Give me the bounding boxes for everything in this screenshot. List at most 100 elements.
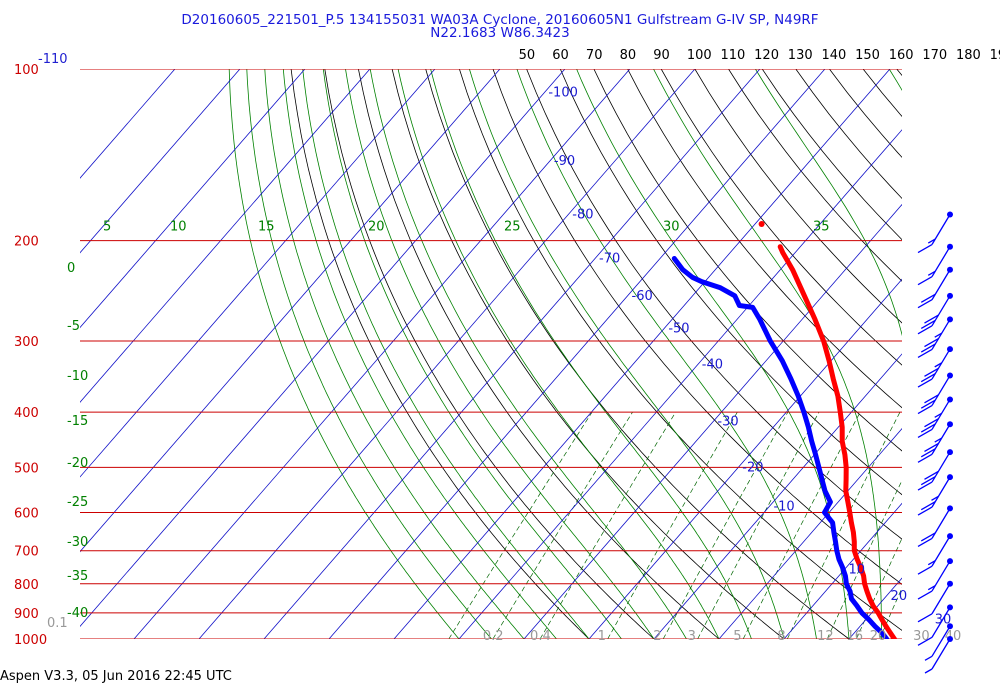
theta-corner-label: -110 [38,52,68,67]
wind-barb-feather [934,412,943,418]
isotherm-label: -80 [572,208,593,223]
mixing-ratio-label: 12 [817,629,834,644]
dry-adiabat-line [862,69,902,117]
wind-barb-feather [917,378,933,388]
isotherm-label: 10 [849,562,866,577]
isotherm-label: -90 [554,154,575,169]
isotherm-label: -60 [632,289,653,304]
wind-barb-feather [924,668,933,674]
moist-label-top: 15 [258,220,275,235]
wind-barb [917,396,953,439]
wind-barbs [917,211,953,674]
wind-barb [917,505,953,547]
moist-label-left: -15 [67,414,88,429]
mixing-ratio-label: 1 [598,629,606,644]
theta-tick-label: 120 [754,48,779,63]
isotherm-line [718,428,902,639]
wind-barb-dot [947,372,953,379]
temperature-isolated-point [758,220,765,227]
theta-tick-label: 170 [922,48,947,63]
dry-adiabat-line [459,69,902,631]
isotherm-line [80,69,306,329]
dry-adiabat-line [627,69,902,409]
wind-barb-dot [947,421,953,428]
pressure-tick-label: 300 [14,335,39,350]
dry-adiabat-line [896,69,902,76]
theta-tick-label: 60 [552,48,569,63]
dry-adiabat-line [425,69,850,639]
mixing-ratio-line [448,412,593,639]
wind-barb-dot [947,505,953,512]
wind-barb-feather [917,428,933,439]
moist-label-top: 5 [103,220,111,235]
mixing-ratio-label: 0.1 [47,616,68,631]
wind-barb [917,316,953,358]
wind-barb-dot [947,316,953,323]
dry-adiabat-line [358,69,720,639]
moist-adiabat-line [888,69,902,91]
moist-adiabat-line [322,69,622,639]
wind-barb-feather [920,423,936,433]
wind-barb-feather [920,501,936,511]
dry-adiabat-line [324,69,655,639]
isotherm-line [914,69,1000,639]
wind-barb-feather [924,655,933,661]
isotherm-label: -70 [599,251,620,266]
wind-barb-feather [927,560,936,566]
wind-barb-feather [924,470,939,480]
isotherm-line [80,69,241,254]
wind-barb [917,533,953,575]
isotherm-line [393,69,891,639]
dry-adiabat-line [559,69,902,496]
mixing-ratio-line [697,412,820,639]
isotherm-label: -20 [742,460,763,475]
isotherm-label: 30 [935,613,952,628]
theta-tick-label: 160 [889,48,914,63]
mixing-ratio-line [662,412,789,639]
dry-adiabat-line [290,69,590,639]
wind-barb-feather [924,418,939,428]
wind-barb [917,474,953,516]
wind-barb [917,292,953,335]
moist-label-left: -5 [67,319,80,334]
pressure-tick-label: 400 [14,406,39,421]
wind-barb-dot [947,580,953,587]
pressure-tick-label: 700 [14,545,39,560]
isotherm-line [458,129,902,639]
mixing-ratio-label: 5 [733,629,741,644]
isotherm-line [263,69,761,639]
moist-adiabat-line [282,69,557,639]
mixing-ratio-line [492,412,633,639]
wind-barb-staff [931,625,951,657]
dry-adiabat-line [761,69,902,241]
wind-barb-dot [947,346,953,353]
theta-tick-label: 110 [721,48,746,63]
moist-adiabat-line [979,69,1000,639]
moist-label-left: -35 [67,569,88,584]
pressure-tick-label: 500 [14,461,39,476]
moist-adiabat-line [430,69,752,639]
wind-barb-dot [947,474,953,481]
wind-barb-feather [920,532,936,542]
moist-adiabat-line [576,69,850,639]
wind-barb-feather [917,348,933,358]
moist-label-left: 0 [67,261,75,276]
wind-barb-feather [924,338,939,348]
isotherm-line [80,69,501,553]
moist-adiabat-line [246,69,492,639]
wind-barb-feather [917,404,933,415]
isotherm-label: -40 [702,358,723,373]
dry-adiabat-line [391,69,785,639]
wind-barb-feather [920,373,936,383]
pressure-tick-label: 200 [14,235,39,250]
moist-label-left: -25 [67,495,88,510]
moist-label-top: 25 [504,220,521,235]
moist-label-top: 10 [170,220,187,235]
mixing-ratio-label: 0.4 [530,629,551,644]
footer-version: Aspen V3.3, 05 Jun 2016 22:45 UTC [0,669,232,684]
wind-barb-feather [931,495,939,501]
wind-barb [917,266,953,309]
theta-tick-label: 100 [687,48,712,63]
wind-barb-dot [947,243,953,250]
